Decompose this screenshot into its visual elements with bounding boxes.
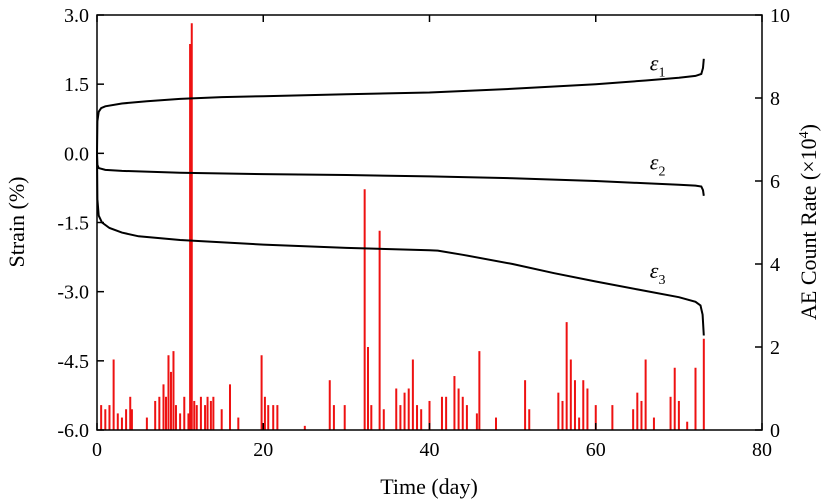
- x-tick-label: 40: [420, 439, 440, 461]
- y-right-tick-label: 2: [770, 337, 780, 359]
- y-left-tick-label: -1.5: [57, 213, 89, 235]
- y-left-tick-label: 1.5: [64, 74, 89, 96]
- series-label-eps2: ε2: [650, 149, 666, 179]
- series-label-sub: 2: [658, 164, 665, 179]
- y-right-tick-label: 4: [770, 254, 780, 276]
- y-right-title-text: AE Count Rate (×10: [796, 138, 821, 320]
- y-axis-left: 3.0 1.5 0.0 -1.5 -3.0 -4.5 -6.0: [57, 5, 104, 442]
- series-label-eps1: ε1: [650, 50, 666, 80]
- y-left-tick-label: -4.5: [57, 351, 89, 373]
- x-tick-label: 0: [92, 439, 102, 461]
- x-tick-label: 60: [586, 439, 606, 461]
- series-label-sub: 1: [658, 65, 665, 80]
- y-left-tick-label: -6.0: [57, 420, 89, 442]
- strain-line-eps1: [96, 58, 705, 154]
- y-axis-right: 10 8 6 4 2 0: [755, 5, 790, 442]
- y-left-tick-label: -3.0: [57, 282, 89, 304]
- x-tick-label: 20: [253, 439, 273, 461]
- y-right-axis-title: AE Count Rate (×104): [796, 124, 821, 320]
- y-left-tick-label: 3.0: [64, 5, 89, 27]
- series-label-eps3: ε3: [650, 258, 666, 288]
- ae-count-rate-bars: [100, 23, 705, 430]
- x-axis-title: Time (day): [380, 474, 478, 499]
- series-label-base: ε: [650, 50, 659, 75]
- y-right-tick-label: 8: [770, 88, 780, 110]
- strain-line-eps2: [96, 153, 705, 196]
- y-right-title-close: ): [796, 124, 821, 131]
- y-right-tick-label: 10: [770, 5, 790, 27]
- series-label-base: ε: [650, 258, 659, 283]
- y-right-tick-label: 6: [770, 171, 780, 193]
- x-tick-label: 80: [752, 439, 772, 461]
- strain-lines: [96, 58, 705, 336]
- strain-line-eps3: [96, 153, 705, 336]
- x-axis: 0 20 40 60 80: [92, 15, 772, 461]
- y-right-tick-label: 0: [770, 420, 780, 442]
- series-label-base: ε: [650, 149, 659, 174]
- y-left-tick-label: 0.0: [64, 143, 89, 165]
- series-label-sub: 3: [658, 273, 665, 288]
- y-right-title-exp: 4: [797, 131, 812, 138]
- y-left-axis-title: Strain (%): [4, 176, 29, 267]
